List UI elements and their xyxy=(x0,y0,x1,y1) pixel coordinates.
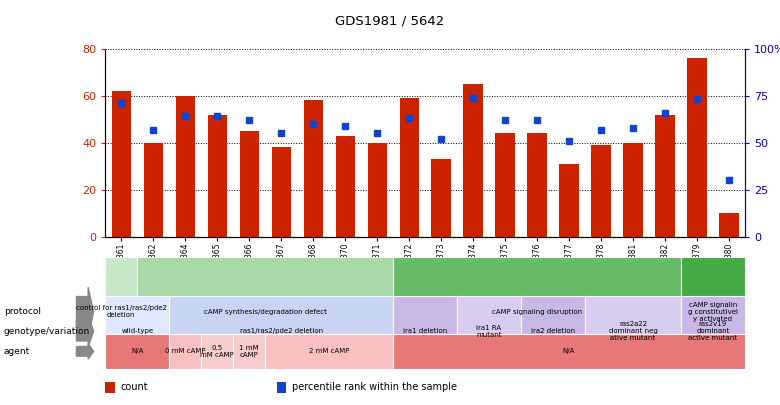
Bar xyxy=(207,115,227,237)
Bar xyxy=(144,143,163,237)
Bar xyxy=(399,98,419,237)
Bar xyxy=(271,147,291,237)
Bar xyxy=(527,133,547,237)
Bar xyxy=(239,131,259,237)
Text: 1 mM
cAMP: 1 mM cAMP xyxy=(239,345,259,358)
Bar xyxy=(559,164,579,237)
Text: count: count xyxy=(121,382,148,392)
Bar xyxy=(495,133,515,237)
Bar xyxy=(463,84,483,237)
Text: ras2v19
dominant
active mutant: ras2v19 dominant active mutant xyxy=(689,321,737,341)
Bar xyxy=(623,143,643,237)
Bar xyxy=(335,136,355,237)
Text: control for ras1/ras2/pde2
deletion: control for ras1/ras2/pde2 deletion xyxy=(76,305,167,318)
Text: N/A: N/A xyxy=(563,348,575,354)
Text: ira2 deletion: ira2 deletion xyxy=(531,328,575,334)
Text: ira1 deletion: ira1 deletion xyxy=(403,328,447,334)
Text: cAMP synthesis/degradation defect: cAMP synthesis/degradation defect xyxy=(204,309,327,315)
Text: ira1 RA
mutant: ira1 RA mutant xyxy=(477,324,502,338)
Bar xyxy=(655,115,675,237)
Text: wild-type: wild-type xyxy=(121,328,154,334)
Bar xyxy=(431,159,451,237)
Text: agent: agent xyxy=(4,347,30,356)
Text: protocol: protocol xyxy=(4,307,41,316)
Bar xyxy=(367,143,387,237)
Text: ras2a22
dominant neg
ative mutant: ras2a22 dominant neg ative mutant xyxy=(608,321,658,341)
Bar xyxy=(719,213,739,237)
Bar xyxy=(591,145,611,237)
Bar xyxy=(303,100,323,237)
Bar xyxy=(112,91,131,237)
Bar xyxy=(176,96,195,237)
Text: N/A: N/A xyxy=(131,348,144,354)
Text: ras1/ras2/pde2 deletion: ras1/ras2/pde2 deletion xyxy=(239,328,323,334)
Text: percentile rank within the sample: percentile rank within the sample xyxy=(292,382,458,392)
Text: 0.5
mM cAMP: 0.5 mM cAMP xyxy=(200,345,234,358)
Bar xyxy=(687,58,707,237)
Text: genotype/variation: genotype/variation xyxy=(4,326,90,336)
Text: cAMP signaling disruption: cAMP signaling disruption xyxy=(492,309,582,315)
Text: 2 mM cAMP: 2 mM cAMP xyxy=(309,348,349,354)
Text: 0 mM cAMP: 0 mM cAMP xyxy=(165,348,205,354)
Text: GDS1981 / 5642: GDS1981 / 5642 xyxy=(335,14,445,27)
Text: cAMP signalin
g constitutivel
y activated: cAMP signalin g constitutivel y activate… xyxy=(688,302,738,322)
